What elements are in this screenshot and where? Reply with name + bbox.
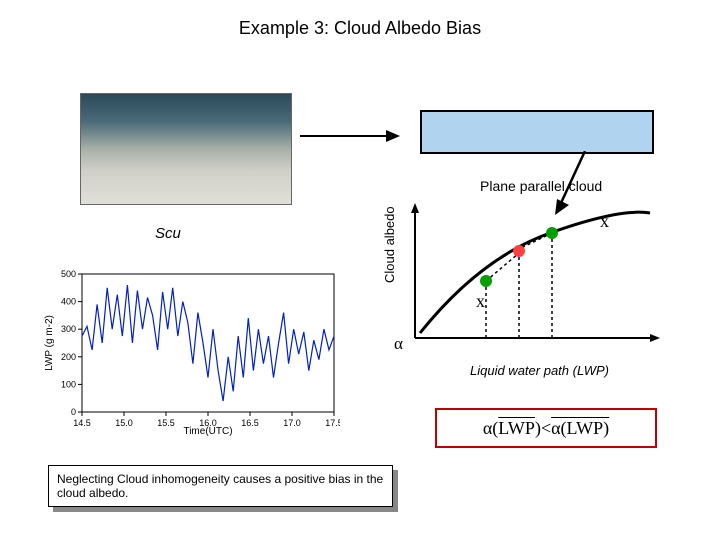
cloud-photo-placeholder: [80, 93, 292, 205]
svg-text:0: 0: [71, 407, 76, 417]
formula-rhs-bar: α(LWP): [551, 418, 609, 439]
svg-text:x: x: [476, 291, 485, 311]
albedo-ylabel: Cloud albedo: [382, 206, 397, 283]
svg-text:17.5: 17.5: [325, 418, 340, 428]
caption-text: Neglecting Cloud inhomogeneity causes a …: [57, 472, 384, 500]
arrow-right-icon: [300, 126, 400, 146]
svg-text:14.5: 14.5: [73, 418, 91, 428]
lwp-timeseries-plot: 010020030040050014.515.015.516.016.517.0…: [40, 268, 340, 438]
svg-text:400: 400: [61, 297, 76, 307]
svg-text:LWP (g m-2): LWP (g m-2): [44, 315, 55, 371]
formula-box: α(LWP) < α(LWP): [435, 408, 657, 448]
svg-text:100: 100: [61, 379, 76, 389]
photo-label: Scu: [155, 225, 181, 242]
formula-op: <: [541, 418, 551, 439]
svg-text:15.5: 15.5: [157, 418, 175, 428]
formula-lhs-pre: α(: [483, 418, 498, 439]
svg-text:15.0: 15.0: [115, 418, 133, 428]
svg-text:17.0: 17.0: [283, 418, 301, 428]
svg-text:x: x: [600, 211, 609, 231]
plane-parallel-box: [420, 110, 654, 154]
caption-box: Neglecting Cloud inhomogeneity causes a …: [48, 465, 393, 507]
lwp-xlabel: Liquid water path (LWP): [470, 363, 609, 378]
svg-text:16.5: 16.5: [241, 418, 259, 428]
svg-text:500: 500: [61, 269, 76, 279]
svg-text:Time(UTC): Time(UTC): [183, 426, 232, 437]
svg-text:200: 200: [61, 352, 76, 362]
albedo-plot: xx: [400, 203, 660, 353]
slide-title: Example 3: Cloud Albedo Bias: [0, 18, 720, 39]
formula-lhs-bar: LWP: [498, 418, 535, 439]
svg-text:300: 300: [61, 324, 76, 334]
